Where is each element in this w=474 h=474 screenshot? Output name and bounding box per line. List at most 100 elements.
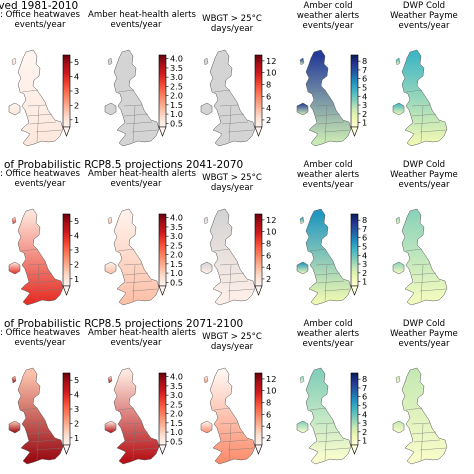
region-boundary (35, 447, 63, 451)
colorbar (350, 54, 359, 128)
panel-title-line: Weather Payme (390, 329, 458, 339)
colorbar (158, 54, 167, 128)
panel-title-line: : Office heatwaves (0, 169, 80, 179)
colorbar-tick-label: 4 (362, 409, 367, 419)
region-boundary (123, 113, 149, 117)
region-boundary (213, 248, 231, 252)
colorbar-tick-label: 10 (266, 386, 276, 396)
region-boundary (36, 423, 40, 461)
colorbar-extend-arrow (62, 126, 71, 137)
colorbar-tick-label: 2.0 (170, 409, 183, 419)
panel-title-line: events/year (14, 20, 66, 30)
colorbar-tick-label: 4 (362, 91, 367, 101)
map-ni (8, 420, 21, 434)
colorbar-tick-label: 2.5 (170, 240, 183, 250)
region-boundary (315, 431, 341, 435)
region-boundary (27, 272, 53, 276)
colorbar-extend-arrow (254, 126, 263, 137)
map-island (107, 216, 113, 225)
colorbar-tick-label: 1.5 (170, 418, 183, 428)
uk-map (296, 367, 352, 465)
map-island (395, 375, 401, 384)
uk-map (296, 49, 352, 147)
map-island (203, 57, 209, 66)
colorbar-extend-arrow (350, 126, 359, 137)
colorbar-tick-label: 4 (266, 262, 271, 272)
panel-title-line: events/year (302, 180, 354, 190)
map-island (299, 375, 305, 384)
colorbar-tick-label: 1.0 (170, 268, 183, 278)
colorbar-tick-label: 4 (266, 103, 271, 113)
colorbar-tick-label: 4 (74, 390, 79, 400)
region-boundary (413, 280, 441, 284)
panel-title: Amber heat-health alerts events/year (88, 328, 196, 348)
panel-title: Amber cold weather alerts events/year (280, 160, 376, 190)
map-gb (305, 367, 352, 465)
region-boundary (411, 113, 437, 117)
map-island (299, 216, 305, 225)
region-boundary (219, 272, 245, 276)
region-boundary (131, 129, 159, 133)
uk-map (104, 49, 160, 147)
map-ni (392, 261, 405, 275)
colorbar-tick-label: 4.0 (170, 213, 183, 223)
colorbar-tick-label: 3 (74, 245, 79, 255)
colorbar-tick-label: 2.5 (170, 399, 183, 409)
region-boundary (27, 422, 47, 425)
region-boundary (213, 89, 231, 93)
uk-map (8, 367, 64, 465)
panel-title: DWP Cold Weather Payme events/year (376, 160, 472, 190)
region-boundary (21, 248, 39, 252)
panel-title: DWP Cold Weather Payme events/year (376, 319, 472, 349)
panel-title-line: events/year (110, 179, 162, 189)
colorbar (350, 372, 359, 446)
region-boundary (219, 104, 239, 107)
region-boundary (125, 121, 153, 125)
map-gb (305, 49, 352, 147)
map-gb (17, 367, 64, 465)
region-boundary (323, 447, 351, 451)
map-ni (104, 261, 117, 275)
panel-title-line: WBGT > 25°C (202, 14, 262, 24)
panel-title-line: events/year (398, 21, 450, 31)
colorbar-tick-label: 2 (266, 433, 271, 443)
region-boundary (317, 439, 345, 443)
colorbar-tick-label: 2 (362, 109, 367, 119)
colorbar-tick-label: 2.0 (170, 250, 183, 260)
region-boundary (411, 104, 431, 107)
region-boundary (219, 431, 245, 435)
colorbar-tick-label: 5 (362, 241, 367, 251)
colorbar-tick-label: 3 (362, 418, 367, 428)
colorbar-tick-label: 2 (362, 268, 367, 278)
region-boundary (219, 113, 245, 117)
panel-title-line: WBGT > 25°C (202, 173, 262, 183)
map-island (107, 57, 113, 66)
panel-title: WBGT > 25°C days/year (184, 14, 280, 34)
colorbar-tick-label: 10 (266, 68, 276, 78)
uk-map (8, 49, 64, 147)
region-boundary (405, 407, 423, 411)
colorbar-extend-arrow (62, 285, 71, 296)
colorbar (62, 213, 71, 287)
region-boundary (227, 288, 255, 292)
colorbar-tick-label: 7 (362, 383, 367, 393)
panel-title-line: events/year (398, 339, 450, 349)
region-boundary (405, 89, 423, 93)
colorbar-tick-label: 7 (362, 65, 367, 75)
map-ni (200, 102, 213, 116)
colorbar-tick-label: 8 (362, 215, 367, 225)
map-island (107, 375, 113, 384)
panel-title: Amber cold weather alerts events/year (280, 1, 376, 31)
colorbar-tick-label: 6 (362, 233, 367, 243)
region-boundary (228, 264, 232, 302)
colorbar-tick-label: 1.0 (170, 109, 183, 119)
panel-title-line: DWP Cold (402, 1, 446, 11)
region-boundary (411, 422, 431, 425)
panel-title-line: Amber heat-health alerts (88, 169, 196, 179)
region-boundary (117, 248, 135, 252)
colorbar-tick-label: 3 (362, 259, 367, 269)
region-boundary (36, 105, 40, 143)
region-boundary (123, 422, 143, 425)
region-boundary (21, 89, 39, 93)
